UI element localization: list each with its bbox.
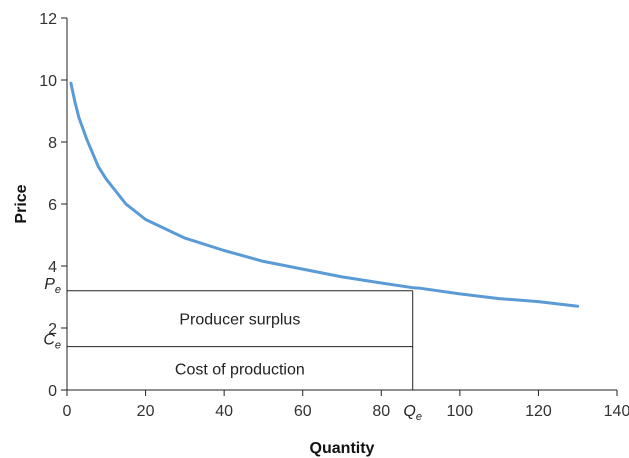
y-tick-label: 8 (48, 135, 57, 152)
y-tick-label: 0 (48, 383, 57, 400)
qe-marker-label: Qe (403, 403, 422, 423)
x-tick-label: 120 (525, 403, 552, 420)
ce-subscript: e (55, 340, 61, 352)
producer-surplus-label: Producer surplus (179, 312, 300, 329)
x-axis-title: Quantity (310, 440, 375, 457)
y-tick-label: 12 (39, 11, 57, 28)
cost-of-production-label: Cost of production (175, 361, 305, 378)
x-tick-label: 20 (137, 403, 155, 420)
qe-subscript: e (416, 411, 422, 423)
y-tick-label: 4 (48, 259, 57, 276)
ce-letter: C (43, 332, 55, 349)
x-tick-label: 140 (604, 403, 629, 420)
supply-curve-line (69, 81, 580, 308)
y-tick-label: 6 (48, 197, 57, 214)
pe-marker-label: Pe (44, 276, 61, 296)
x-axis-ticks: 0 20 40 60 80 100 120 140 (63, 390, 629, 420)
x-tick-label: 100 (447, 403, 474, 420)
pe-letter: P (44, 276, 55, 293)
y-axis-ticks: 0 2 4 6 8 10 12 (39, 11, 67, 400)
ce-marker-label: Ce (43, 332, 61, 352)
y-tick-label: 2 (48, 321, 57, 338)
pe-subscript: e (55, 284, 61, 296)
x-tick-label: 60 (294, 403, 312, 420)
x-tick-label: 40 (215, 403, 233, 420)
qe-letter: Q (403, 403, 415, 420)
y-tick-label: 10 (39, 73, 57, 90)
x-tick-label: 80 (372, 403, 390, 420)
x-tick-label: 0 (63, 403, 72, 420)
y-axis-title: Price (13, 184, 30, 223)
